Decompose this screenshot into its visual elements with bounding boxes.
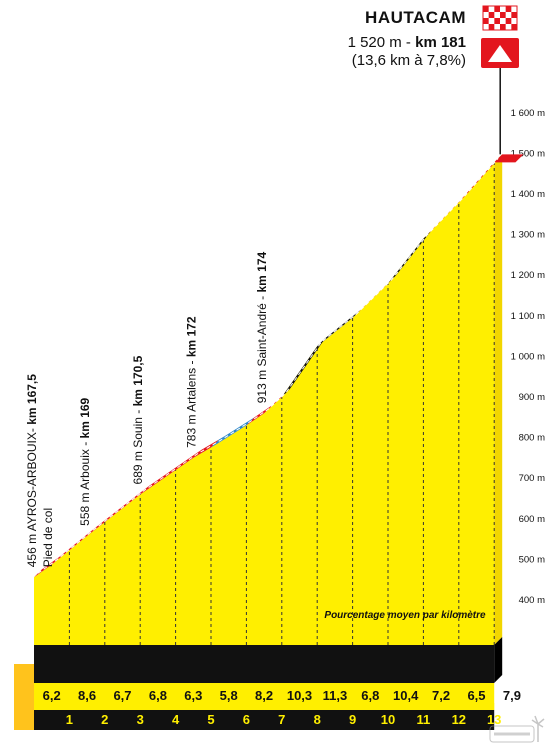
summit-altitude-km: 1 520 m - km 181 <box>347 34 466 51</box>
waypoint-km: km 174 <box>255 251 269 292</box>
gradient-label: 10,3 <box>287 688 312 703</box>
flag-square <box>505 18 512 24</box>
waypoint-km: km 169 <box>78 397 92 438</box>
waypoint-name: 558 m Arbouix - <box>78 438 92 525</box>
summit-flag <box>482 5 518 31</box>
km-marker: 4 <box>172 712 180 727</box>
waypoint-name: 456 m AYROS-ARBOUIX- <box>25 425 39 567</box>
km-marker: 8 <box>314 712 321 727</box>
flag-square <box>488 12 495 18</box>
y-tick-label: 900 m <box>519 392 545 403</box>
flag-square <box>483 6 489 12</box>
flag-square <box>511 24 517 30</box>
waypoint-km: km 172 <box>184 316 198 357</box>
flag-square <box>500 24 506 30</box>
summit-altitude: 1 520 m <box>347 34 402 51</box>
y-tick-label: 1 600 m <box>511 108 545 119</box>
km-marker: 6 <box>243 712 250 727</box>
km-marker: 12 <box>452 712 466 727</box>
waypoint-label: 456 m AYROS-ARBOUIX- km 167,5 <box>25 374 39 568</box>
y-tick-label: 400 m <box>519 595 545 606</box>
publisher-logo <box>489 715 545 743</box>
waypoint-label: 783 m Artalens - km 172 <box>184 316 198 448</box>
gradient-label: 6,8 <box>149 688 167 703</box>
waypoint-name: 913 m Saint-André - <box>255 293 269 404</box>
waypoint-label: 913 m Saint-André - km 174 <box>255 251 269 403</box>
gradient-label: 6,3 <box>184 688 202 703</box>
gradient-label: 6,5 <box>467 688 485 703</box>
y-tick-label: 1 100 m <box>511 311 545 322</box>
km-marker: 7 <box>278 712 285 727</box>
gradient-band <box>246 405 273 426</box>
gradient-label: 7,9 <box>503 688 521 703</box>
waypoint-label: 558 m Arbouix - km 169 <box>78 397 92 525</box>
gradient-label: 6,2 <box>43 688 61 703</box>
y-tick-label: 1 500 m <box>511 148 545 159</box>
km-marker: 11 <box>417 712 431 727</box>
km-marker: 10 <box>381 712 395 727</box>
km-marker: 5 <box>207 712 214 727</box>
waypoint-km: km 167,5 <box>25 374 39 425</box>
gradient-label: 8,2 <box>255 688 273 703</box>
y-tick-label: 700 m <box>519 473 545 484</box>
flag-square <box>505 6 512 12</box>
profile-side <box>494 154 503 645</box>
y-tick-label: 800 m <box>519 433 545 444</box>
gradient-bar-side <box>494 637 503 683</box>
waypoint-extra: Pied de col <box>41 508 55 567</box>
waypoint-km: km 170,5 <box>131 355 145 406</box>
gradient-label: 6,8 <box>361 688 379 703</box>
y-tick-label: 500 m <box>519 554 545 565</box>
flag-square <box>483 18 489 24</box>
km-marker: 2 <box>101 712 108 727</box>
profile-area <box>34 162 495 645</box>
y-tick-label: 600 m <box>519 514 545 525</box>
summit-km-prefix: km <box>415 34 437 51</box>
km-marker: 3 <box>137 712 144 727</box>
gradient-bar <box>34 645 495 683</box>
mountain-icon <box>488 45 512 62</box>
y-tick-label: 1 400 m <box>511 189 545 200</box>
gradient-label: 5,8 <box>220 688 238 703</box>
route-centerline <box>37 157 499 574</box>
gradient-band <box>494 154 524 163</box>
gradient-label: 7,2 <box>432 688 450 703</box>
gradient-label: 11,3 <box>323 688 348 703</box>
y-tick-label: 1 300 m <box>511 230 545 241</box>
flag-square <box>488 24 495 30</box>
flag-square <box>500 12 506 18</box>
summit-name: HAUTACAM <box>365 8 466 27</box>
km-marker: 9 <box>349 712 356 727</box>
flag-square <box>494 6 500 12</box>
gradient-band <box>218 417 255 444</box>
flag-square <box>511 12 517 18</box>
summit-climb-stats: (13,6 km à 7,8%) <box>351 52 466 69</box>
gradient-band <box>211 435 227 448</box>
y-tick-label: 1 000 m <box>511 351 545 362</box>
gradient-band <box>193 439 219 458</box>
gradient-label: 10,4 <box>393 688 419 703</box>
gradient-band <box>317 309 361 347</box>
gradient-label: 6,7 <box>113 688 131 703</box>
start-block <box>14 664 36 730</box>
waypoint-name: 783 m Artalens - <box>184 357 198 448</box>
summit-km: 181 <box>440 34 466 51</box>
gradient-band <box>140 449 202 495</box>
waypoint-name: 689 m Souin - <box>131 406 145 484</box>
gradient-label: 8,6 <box>78 688 96 703</box>
gradient-label-row-lower <box>34 703 495 710</box>
waypoint-label: 689 m Souin - km 170,5 <box>131 355 145 484</box>
y-tick-label: 1 200 m <box>511 270 545 281</box>
km-marker: 1 <box>66 712 73 727</box>
km-marker: 13 <box>487 712 501 727</box>
flag-square <box>494 18 500 24</box>
km-bar <box>34 710 495 730</box>
legend-text: Pourcentage moyen par kilomètre <box>324 610 486 621</box>
